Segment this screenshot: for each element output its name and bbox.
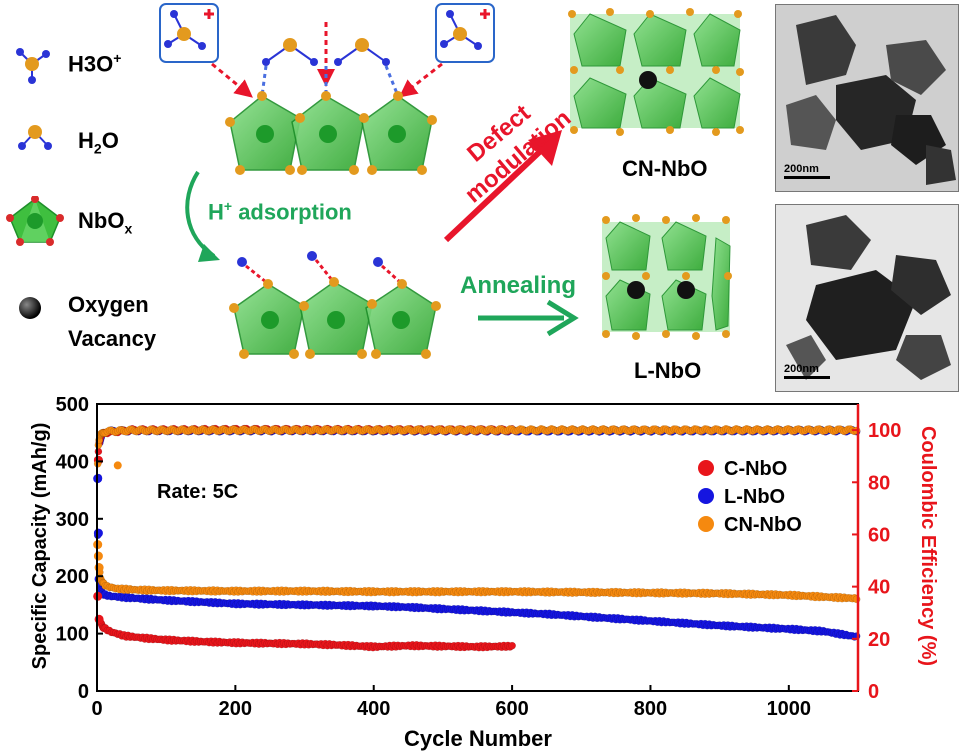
capacity-points-cn-nbo [93, 540, 861, 604]
h2o-label: H2O [78, 128, 119, 157]
series-c-nbo [93, 424, 516, 652]
adsorbed-water [260, 38, 400, 97]
h3o-inset-left [159, 3, 219, 63]
y-tick-label: 400 [56, 451, 89, 473]
chart-annotation: Rate: 5C [157, 481, 238, 503]
y2-tick-label: 60 [868, 524, 890, 546]
capacity-point-initial [93, 551, 103, 561]
tem-image-cn-nbo: 200nm [775, 4, 959, 192]
h3o-label: H3O+ [68, 50, 122, 77]
legend-item-cn-nbo: CN-NbO [698, 514, 802, 536]
schematic-panel: H3O+ H2O NbOx Oxygen Vacancy [6, 3, 959, 392]
legend-item-c-nbo: C-NbO [698, 458, 787, 480]
y-tick-label: 100 [56, 624, 89, 646]
efficiency-points-cn-nbo [93, 425, 861, 468]
y2-tick-label: 40 [868, 577, 890, 599]
h2o-icon [18, 125, 52, 150]
x-tick-label: 1000 [767, 698, 812, 720]
capacity-point-initial [94, 614, 104, 624]
y-tick-label: 500 [56, 394, 89, 416]
series-cn-nbo [93, 425, 861, 604]
oxygen-vacancy-icon [19, 297, 41, 319]
annealing-label: Annealing [460, 272, 577, 299]
x-tick-label: 200 [219, 698, 252, 720]
capacity-point [508, 641, 516, 650]
nbo-octahedron-icon [6, 196, 64, 246]
y2-tick-label: 80 [868, 472, 890, 494]
x-tick-label: 400 [357, 698, 390, 720]
cycling-chart: 0 200 400 600 800 1000 0 100 200 300 400 500 0 20 40 60… [29, 394, 939, 751]
process-schematic [159, 3, 744, 359]
x-tick-label: 800 [634, 698, 667, 720]
capacity-point-outlier [113, 461, 122, 470]
tem-scalebar-top: 200nm [784, 163, 830, 179]
legend-label: C-NbO [724, 458, 787, 480]
x-tick-label: 600 [495, 698, 528, 720]
nbo-surface-top [225, 91, 437, 175]
h3o-icon [16, 48, 50, 84]
cn-nbo-label: CN-NbO [622, 156, 708, 181]
legend-label: CN-NbO [724, 514, 802, 536]
x-axis-label: Cycle Number [404, 726, 552, 751]
y2-tick-label: 100 [868, 420, 901, 442]
legend-item-l-nbo: L-NbO [698, 486, 785, 508]
capacity-point-initial [93, 528, 103, 538]
legend-marker [698, 488, 714, 504]
x-tick-label: 0 [91, 698, 102, 720]
capacity-point-initial [94, 563, 104, 573]
efficiency-point [94, 447, 103, 456]
l-nbo-crystal [602, 214, 732, 340]
tem-image-l-nbo: 200nm [775, 204, 959, 392]
cn-nbo-crystal [568, 8, 744, 136]
y2-tick-label: 20 [868, 629, 890, 651]
h-adsorption-label: H+ adsorption [208, 198, 352, 225]
y2-tick-label: 0 [868, 681, 879, 703]
capacity-points-c-nbo [93, 455, 516, 652]
nbo-label: NbOx [78, 208, 133, 237]
nbo-surface-bottom [229, 251, 441, 359]
y-axis-label: Specific Capacity (mAh/g) [29, 423, 51, 670]
l-nbo-label: L-NbO [634, 358, 702, 383]
tem-scalebar-bottom: 200nm [784, 363, 830, 379]
h3o-inset-right [435, 3, 495, 63]
legend-marker [698, 516, 714, 532]
y2-axis-label: Coulombic Efficiency (%) [917, 426, 939, 666]
y-tick-label: 0 [78, 681, 89, 703]
y-tick-label: 300 [56, 509, 89, 531]
legend-marker [698, 460, 714, 476]
y-tick-label: 200 [56, 566, 89, 588]
oxygen-vacancy-label: Oxygen Vacancy [68, 292, 157, 351]
legend-label: L-NbO [724, 486, 785, 508]
